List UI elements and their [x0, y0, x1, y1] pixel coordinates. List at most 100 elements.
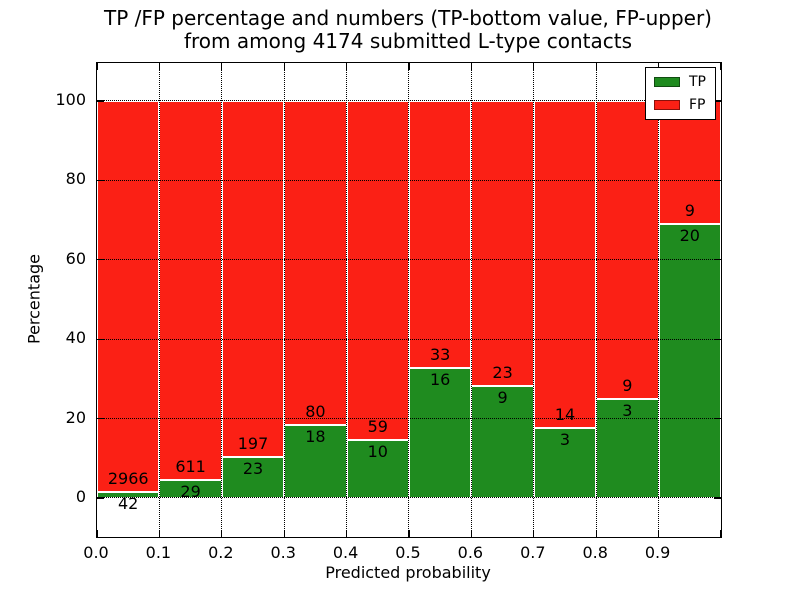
x-tick-top: [595, 63, 597, 70]
x-tick-bottom: [408, 530, 410, 537]
y-tick-label: 60: [65, 248, 86, 268]
legend-entry-fp: FP: [654, 98, 706, 112]
fp-count-label: 2966: [107, 469, 149, 489]
fp-bar-segment: [533, 101, 597, 428]
tp-count-label: 10: [367, 442, 388, 462]
tp-count-label: 3: [622, 400, 633, 420]
y-tick-label: 0: [75, 487, 86, 506]
tp-bar-segment: [409, 368, 472, 498]
fp-bar-segment: [596, 101, 659, 399]
fp-bar-segment: [471, 101, 534, 387]
y-tick-left: [97, 179, 104, 182]
vertical-gridline: [283, 63, 285, 537]
y-tick-right: [714, 338, 721, 340]
tp-count-label: 18: [305, 427, 326, 447]
x-tick-top: [96, 63, 98, 70]
tp-bar-segment: [658, 224, 721, 498]
y-tick-label: 40: [65, 328, 86, 348]
x-tick-bottom: [221, 530, 223, 537]
x-tick-bottom: [533, 530, 535, 537]
x-tick-label: 0.4: [332, 543, 359, 562]
chart-title-line2: from among 4174 submitted L-type contact…: [183, 28, 633, 53]
x-tick-top: [221, 63, 223, 70]
vertical-gridline: [533, 63, 535, 537]
tp-count-label: 9: [497, 388, 508, 408]
plot-area: TP FP 2966 42 611 29 197 23 80 18 59 10 33 16 23 9 14 3…: [96, 62, 722, 538]
x-tick-label: 0.0: [83, 543, 109, 562]
tp-count-label: 29: [180, 482, 201, 502]
tp-count-label: 23: [242, 458, 264, 478]
y-tick-right: [714, 179, 721, 182]
vertical-gridline: [595, 63, 597, 537]
fp-count-label: 80: [305, 402, 326, 422]
tp-bar-segment: [346, 440, 409, 498]
y-tick-label: 100: [55, 90, 86, 109]
x-tick-label: 0.6: [457, 543, 484, 562]
x-tick-label: 0.9: [644, 543, 671, 562]
chart-title-line1: TP /FP percentage and numbers (TP-bottom…: [104, 6, 712, 30]
fp-swatch: [654, 100, 680, 110]
fp-count-label: 33: [430, 345, 451, 365]
x-tick-bottom: [595, 530, 597, 537]
x-tick-label: 0.2: [208, 543, 234, 562]
x-tick-bottom: [283, 530, 285, 537]
fp-count-label: 611: [175, 457, 206, 477]
x-tick-bottom: [720, 530, 722, 537]
x-tick-label: 0.3: [270, 543, 296, 562]
fp-bar-segment: [346, 101, 409, 441]
tp-swatch: [654, 77, 680, 87]
legend-entry-tp: TP: [654, 75, 706, 89]
x-tick-top: [408, 63, 410, 70]
fp-bar-segment: [97, 101, 160, 493]
y-tick-right: [714, 259, 721, 261]
y-tick-label: 20: [65, 407, 86, 427]
fp-count-label: 23: [492, 363, 513, 383]
vertical-gridline: [408, 63, 410, 537]
tp-count-label: 42: [118, 494, 139, 514]
x-tick-label: 0.5: [395, 543, 421, 562]
x-tick-top: [720, 63, 722, 70]
vertical-gridline: [345, 63, 347, 537]
y-tick-right: [714, 418, 721, 420]
fp-count-label: 9: [622, 375, 633, 395]
x-tick-top: [533, 63, 535, 70]
x-tick-label: 0.1: [145, 543, 172, 562]
y-tick-left: [97, 100, 104, 102]
chart-title: TP /FP percentage and numbers (TP-bottom…: [96, 7, 720, 52]
y-tick-right: [714, 497, 721, 499]
y-tick-left: [97, 338, 104, 340]
y-tick-left: [97, 418, 104, 420]
x-tick-label: 0.8: [582, 543, 608, 562]
tp-bar-segment: [596, 398, 659, 498]
x-tick-top: [283, 63, 285, 70]
vertical-gridline: [470, 63, 472, 537]
tp-bar-segment: [471, 386, 534, 498]
x-tick-top: [158, 63, 161, 70]
y-tick-right: [714, 100, 721, 102]
fp-count-label: 197: [237, 433, 269, 453]
tp-count-label: 16: [430, 370, 451, 390]
fp-count-label: 14: [554, 404, 576, 424]
tp-count-label: 20: [679, 226, 700, 246]
x-tick-top: [470, 63, 473, 70]
x-tick-bottom: [658, 530, 660, 537]
x-tick-top: [658, 63, 660, 70]
vertical-gridline: [158, 63, 160, 537]
vertical-gridline: [221, 63, 223, 537]
x-tick-bottom: [346, 530, 348, 537]
legend: TP FP: [645, 67, 716, 120]
tp-count-label: 3: [559, 429, 571, 449]
fp-bar-segment: [409, 101, 472, 369]
x-tick-label: 0.7: [520, 543, 546, 562]
y-tick-left: [97, 497, 104, 499]
legend-label-fp: FP: [689, 97, 706, 113]
x-tick-bottom: [158, 530, 161, 537]
x-tick-bottom: [96, 530, 98, 537]
x-tick-top: [346, 63, 348, 70]
fp-bar-segment: [658, 101, 721, 225]
x-axis-label: Predicted probability: [325, 563, 491, 582]
legend-label-tp: TP: [689, 74, 706, 90]
fp-bar-segment: [221, 101, 285, 457]
y-tick-label: 80: [65, 169, 86, 189]
